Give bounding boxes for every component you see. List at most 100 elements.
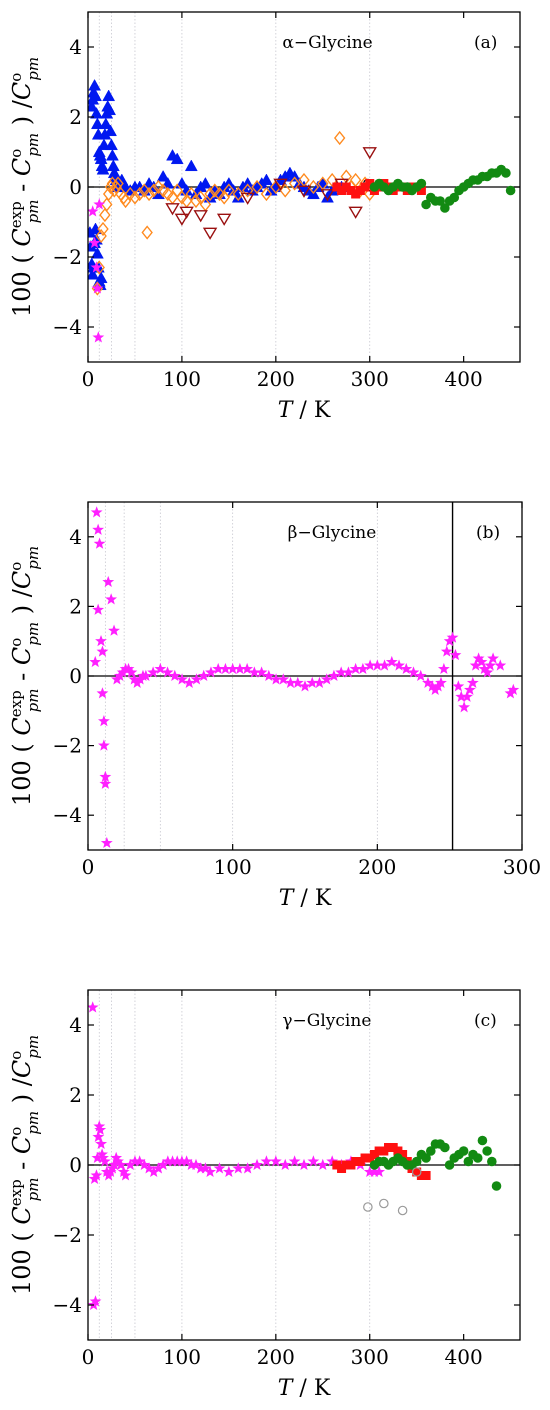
data-point-magenta-46 <box>260 1155 273 1167</box>
data-point-magenta-58 <box>371 659 384 671</box>
data-point-magenta-57 <box>364 659 376 671</box>
data-point-green-14 <box>435 196 445 206</box>
data-point-blue-19 <box>90 117 104 130</box>
data-point-orange-33 <box>204 186 216 202</box>
y-tick-label: −4 <box>53 315 82 339</box>
y-tick-label: −4 <box>53 1293 82 1317</box>
data-point-green-19 <box>458 1146 469 1156</box>
data-point-blue-33 <box>104 124 117 137</box>
data-point-magenta-54 <box>342 666 355 678</box>
x-tick-label: 400 <box>445 367 483 391</box>
data-point-magenta-37 <box>190 1158 202 1171</box>
data-point-magenta-51 <box>307 1155 320 1167</box>
data-point-orange-38 <box>232 186 244 202</box>
data-point-magenta-12 <box>99 1155 111 1167</box>
data-point-magenta-0 <box>88 1001 99 1013</box>
data-point-magenta-82 <box>472 652 485 664</box>
data-point-green-20 <box>463 1156 474 1167</box>
data-point-green-11 <box>421 199 431 210</box>
data-point-magenta-74 <box>449 648 462 661</box>
data-point-magenta-5 <box>95 635 107 647</box>
data-point-orange-39 <box>241 183 254 198</box>
data-point-red-18 <box>416 1171 426 1180</box>
data-point-magenta-6 <box>92 1130 105 1143</box>
data-point-red-3 <box>346 186 356 195</box>
data-point-magenta-13 <box>102 575 115 588</box>
data-point-red-19 <box>421 1171 431 1180</box>
chart-panel-gamma: 0 100 200 300 400 −4 −2 0 2 4 γ−Glycine (c) T / K 100… <box>7 989 521 1401</box>
x-tick-label: 0 <box>82 367 95 391</box>
data-point-magenta-41 <box>248 666 261 678</box>
data-point-magenta-5 <box>91 1151 104 1164</box>
data-point-darkred-5 <box>216 213 232 226</box>
annotation-label: γ−Glycine <box>282 1011 371 1031</box>
data-point-magenta-23 <box>124 1158 137 1171</box>
data-point-orange-3 <box>97 221 109 237</box>
data-point-magenta-26 <box>138 1158 151 1171</box>
data-point-red-10 <box>379 1146 389 1156</box>
data-point-magenta-22 <box>128 673 141 685</box>
data-point-magenta-32 <box>166 1155 179 1167</box>
data-point-magenta-85 <box>481 666 494 678</box>
data-point-green-22 <box>472 1153 483 1163</box>
x-tick-label: 400 <box>445 1345 483 1369</box>
data-point-orange-34 <box>209 183 221 198</box>
data-point-magenta-4 <box>93 537 106 549</box>
data-point-magenta-40 <box>204 1165 216 1178</box>
data-point-orange-22 <box>152 179 165 195</box>
data-point-blue-3 <box>88 267 100 280</box>
data-point-red-7 <box>365 1153 375 1163</box>
data-point-magenta-30 <box>168 669 181 682</box>
data-point-magenta-53 <box>335 666 348 678</box>
data-point-magenta-1 <box>88 236 101 249</box>
data-point-green-15 <box>440 203 450 213</box>
data-point-green-15 <box>440 1142 450 1153</box>
data-point-magenta-52 <box>328 669 340 682</box>
data-point-blue-55 <box>170 152 184 165</box>
data-point-magenta-27 <box>143 1162 155 1174</box>
data-point-red-0 <box>332 1160 342 1170</box>
data-point-orange-52 <box>349 172 362 188</box>
data-point-magenta-31 <box>161 1155 174 1167</box>
data-point-magenta-36 <box>212 662 225 675</box>
x-axis-label: T / K <box>279 886 332 911</box>
data-point-blue-87 <box>321 190 334 203</box>
x-tick-label: 100 <box>163 1345 201 1369</box>
data-point-green-25 <box>487 1156 497 1167</box>
data-point-orange-46 <box>307 179 320 195</box>
x-axis-label: T / K <box>278 1376 331 1401</box>
data-point-red-9 <box>374 1146 384 1156</box>
data-point-magenta-66 <box>426 680 439 692</box>
chart-panel-beta: 0 100 200 300 −4 −2 0 2 4 β−Glycine (b) T / K 100 ( … <box>7 501 541 911</box>
data-point-orange-43 <box>279 183 291 198</box>
data-point-blue-18 <box>90 106 103 119</box>
data-point-magenta-88 <box>494 659 507 671</box>
y-tick-label: 4 <box>69 525 82 549</box>
data-point-red-12 <box>388 1143 398 1152</box>
data-point-red-14 <box>398 1150 408 1159</box>
series-green-circle-filled <box>369 164 516 213</box>
data-point-magenta-25 <box>133 1155 146 1167</box>
data-point-magenta-33 <box>171 1155 184 1167</box>
data-point-red-8 <box>369 1150 379 1159</box>
data-point-magenta-51 <box>320 673 333 685</box>
data-point-magenta-50 <box>313 676 326 688</box>
data-point-gray-3 <box>411 1167 422 1177</box>
series-green-circle-filled <box>369 1135 502 1191</box>
data-point-magenta-15 <box>108 624 120 636</box>
data-point-magenta-84 <box>478 662 491 675</box>
data-point-gray-1 <box>379 1198 389 1209</box>
data-point-magenta-34 <box>197 669 210 682</box>
x-tick-label: 300 <box>351 1345 389 1369</box>
data-point-red-2 <box>341 182 351 192</box>
data-point-green-9 <box>411 1156 422 1167</box>
data-point-magenta-24 <box>129 1155 141 1167</box>
data-point-magenta-5 <box>93 198 106 210</box>
annotation-label: β−Glycine <box>288 523 377 543</box>
data-point-green-10 <box>416 178 427 189</box>
data-point-magenta-65 <box>422 676 434 688</box>
data-point-blue-35 <box>105 148 119 161</box>
data-point-magenta-35 <box>180 1155 193 1167</box>
data-point-magenta-10 <box>96 1148 108 1160</box>
data-point-magenta-9 <box>98 739 110 751</box>
